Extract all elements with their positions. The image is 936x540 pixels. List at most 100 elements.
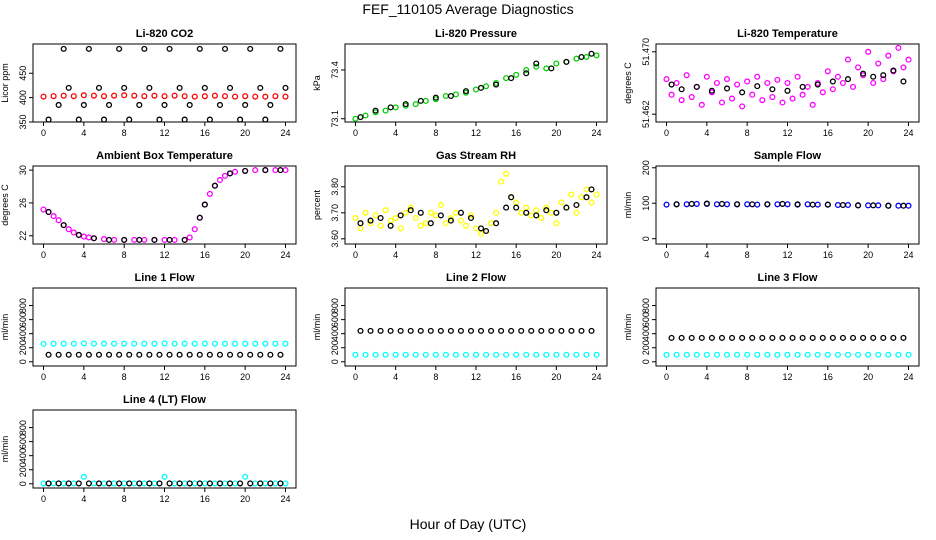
data-point: [262, 340, 269, 347]
data-point: [708, 87, 715, 94]
data-point: [865, 351, 872, 358]
x-tick-label: 12: [159, 128, 169, 138]
data-point: [262, 116, 269, 123]
data-point: [533, 63, 540, 70]
panel-8: Line 2 Flow ml/min 0 4 8 12 16 20 24 0 20040060080…: [312, 272, 608, 382]
panel-title: Sample Flow: [754, 150, 822, 162]
data-point: [121, 340, 128, 347]
series-average: [668, 67, 907, 96]
data-point: [211, 340, 218, 347]
data-point: [232, 340, 239, 347]
x-tick-label: 4: [81, 128, 86, 138]
data-point: [50, 480, 57, 487]
data-point: [593, 191, 600, 198]
data-point: [568, 191, 575, 198]
data-point: [875, 351, 882, 358]
data-point: [372, 351, 379, 358]
data-point: [593, 351, 600, 358]
series-average: [357, 50, 595, 121]
data-point: [870, 73, 877, 80]
data-point: [50, 93, 57, 100]
data-point: [558, 327, 565, 334]
data-point: [427, 209, 434, 216]
data-point: [242, 101, 249, 108]
data-point: [538, 327, 545, 334]
data-point: [382, 351, 389, 358]
data-point: [100, 116, 108, 123]
panel-2: Li-820 Pressure kPa 0 4 8 12 16 20 24 73.1 73.4: [312, 28, 608, 138]
data-point: [45, 351, 52, 358]
data-point: [121, 236, 128, 243]
data-point: [779, 200, 786, 207]
data-point: [493, 81, 500, 88]
data-point: [467, 327, 475, 334]
data-point: [860, 70, 867, 77]
data-point: [533, 207, 540, 214]
data-point: [824, 201, 831, 208]
y-axis-label: degrees C: [623, 62, 633, 104]
y-tick-label: 0: [641, 236, 651, 241]
data-point: [452, 209, 459, 216]
x-tick-label: 16: [823, 128, 833, 138]
data-point: [588, 50, 595, 57]
data-point: [402, 351, 409, 358]
data-point: [779, 334, 786, 341]
x-tick-label: 8: [745, 372, 750, 382]
data-point: [693, 351, 700, 358]
data-point: [211, 92, 218, 99]
data-point: [804, 201, 811, 208]
data-point: [860, 334, 867, 341]
data-point: [156, 480, 163, 487]
data-point: [432, 212, 439, 219]
data-point: [216, 176, 223, 184]
data-point: [100, 480, 108, 487]
data-point: [171, 92, 178, 99]
series-measured: [45, 480, 284, 487]
data-point: [131, 236, 138, 243]
data-point: [432, 94, 439, 101]
data-point: [905, 56, 912, 63]
y-tick-label: 600: [330, 312, 340, 327]
data-point: [60, 222, 67, 229]
panel-title: Line 1 Flow: [135, 272, 195, 284]
data-point: [367, 220, 374, 227]
data-point: [528, 327, 535, 334]
data-point: [447, 214, 454, 222]
data-point: [668, 91, 675, 98]
data-point: [412, 101, 419, 108]
data-point: [668, 334, 675, 341]
data-point: [683, 201, 690, 208]
data-point: [40, 340, 47, 347]
data-point: [844, 76, 852, 83]
plot-frame: [32, 43, 297, 123]
data-point: [90, 235, 97, 242]
data-point: [844, 56, 852, 63]
data-point: [45, 116, 52, 123]
data-point: [171, 236, 178, 243]
data-point: [839, 201, 846, 209]
data-point: [834, 73, 841, 80]
x-tick-label: 16: [823, 372, 833, 382]
data-point: [367, 327, 374, 334]
data-point: [513, 351, 520, 358]
figure-title: FEF_110105 Average Diagnostics: [362, 1, 574, 17]
data-point: [754, 201, 761, 208]
x-tick-label: 4: [704, 128, 709, 138]
data-point: [257, 480, 264, 487]
data-point: [161, 93, 168, 100]
x-tick-label: 8: [122, 128, 127, 138]
data-point: [282, 340, 289, 347]
data-point: [392, 214, 399, 222]
data-point: [70, 480, 77, 487]
data-point: [698, 101, 705, 108]
data-point: [905, 351, 912, 358]
data-point: [573, 55, 580, 62]
data-point: [80, 473, 87, 480]
data-point: [548, 327, 555, 334]
data-point: [503, 351, 510, 358]
data-point: [543, 65, 550, 72]
data-point: [131, 480, 138, 487]
data-point: [60, 480, 67, 487]
x-tick-label: 16: [511, 372, 521, 382]
data-point: [237, 116, 244, 123]
